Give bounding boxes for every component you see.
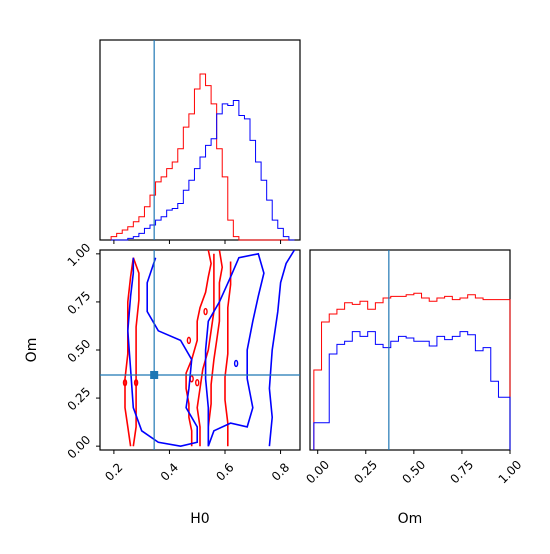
hist-h0-series	[110, 73, 295, 241]
contour-blob-6	[233, 359, 239, 368]
hist-om-series-0	[313, 292, 511, 450]
contour-blob-1	[133, 378, 139, 387]
contour-blob-0	[122, 378, 128, 387]
contour-xlabel: H0	[190, 511, 209, 527]
hist-h0-series-1	[111, 100, 295, 241]
contour-blob-4	[195, 378, 200, 387]
contour-red-4	[196, 253, 215, 447]
contour-ylabel: Om	[24, 338, 40, 363]
hist-om-xtick-label-0: 0.00	[303, 458, 332, 487]
contour-blob-2	[186, 336, 192, 345]
contour-blob-5	[203, 307, 208, 316]
contour-xtick-label-1: 0.4	[158, 460, 181, 483]
hist-om-xtick-label-2: 0.50	[399, 458, 428, 487]
panel-contour-h0-om: 0.2 0.4 0.6 0.8 0.00 0.25 0.50 0.75 1.00 H0 Om	[24, 240, 301, 527]
hist-om-series	[313, 292, 511, 450]
hist-om-series-1	[313, 331, 511, 450]
panel-histogram-om: 0.00 0.25 0.50 0.75 1.00 Om	[303, 249, 524, 527]
contour-ytick-label-0: 0.00	[65, 433, 94, 462]
hist-om-xtick-label-3: 0.75	[448, 458, 477, 487]
contour-blue-group	[126, 249, 296, 448]
contour-red-group	[122, 249, 232, 447]
contour-red-3	[207, 249, 224, 447]
contour-ytick-label-3: 0.75	[65, 288, 94, 317]
contour-red-2	[185, 249, 212, 447]
panel-histogram-h0	[99, 39, 301, 244]
contour-blue-0	[126, 257, 198, 448]
contour-xtick-label-3: 0.8	[269, 460, 292, 483]
contour-ytick-label-1: 0.25	[65, 385, 94, 414]
contour-red-1	[132, 257, 140, 447]
hist-om-xlabel: Om	[398, 511, 423, 527]
contour-red-0	[124, 257, 135, 447]
contour-xtick-label-0: 0.2	[102, 460, 125, 483]
contour-ytick-label-2: 0.50	[65, 337, 94, 366]
contour-blue-2	[268, 249, 296, 447]
hist-h0-ticks	[113, 240, 282, 244]
contour-blue-1	[204, 252, 265, 447]
hist-om-xtick-label-1: 0.25	[351, 458, 380, 487]
hist-h0-frame	[99, 39, 301, 241]
hist-om-xtick-label-4: 1.00	[496, 458, 525, 487]
hist-om-frame	[309, 249, 511, 451]
hist-h0-series-0	[110, 73, 295, 241]
contour-xtick-label-2: 0.6	[213, 460, 236, 483]
hist-om-ticks: 0.00 0.25 0.50 0.75 1.00	[303, 450, 524, 486]
contour-red-5	[224, 261, 232, 447]
contour-truth-marker	[150, 371, 159, 379]
contour-ytick-label-4: 1.00	[65, 240, 94, 269]
contour-ticks: 0.2 0.4 0.6 0.8 0.00 0.25 0.50 0.75 1.00	[65, 240, 293, 483]
